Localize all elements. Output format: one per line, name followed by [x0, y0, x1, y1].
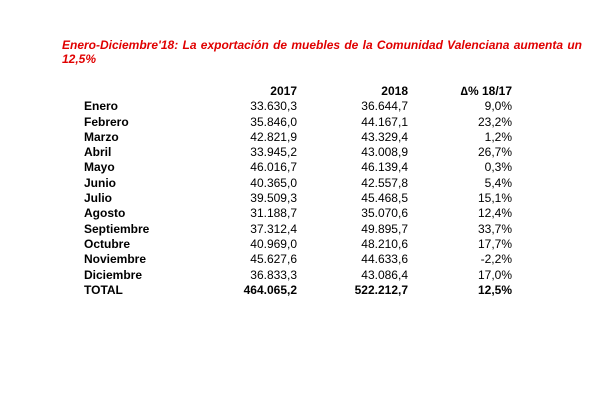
value-2018: 44.633,6 — [361, 252, 408, 267]
header-label — [84, 84, 209, 99]
header-2018: 2018 — [381, 84, 408, 98]
value-2018: 46.139,4 — [361, 160, 408, 175]
total-label: TOTAL — [84, 282, 123, 297]
month-label: Diciembre — [84, 267, 143, 282]
change-pct: 5,4% — [484, 175, 512, 190]
month-label: Enero — [84, 99, 119, 114]
table-row: Diciembre 36.833,3 43.086,4 17,0% — [84, 268, 512, 283]
change-pct: 15,1% — [477, 191, 512, 206]
month-label: Mayo — [84, 160, 115, 175]
table-row: Octubre 40.969,0 48.210,6 17,7% — [84, 237, 512, 252]
value-2017: 40.365,0 — [250, 175, 297, 190]
table-row: Enero 33.630,3 36.644,7 9,0% — [84, 99, 512, 114]
month-label: Abril — [84, 145, 112, 160]
month-label: Febrero — [84, 114, 129, 129]
month-label: Junio — [84, 175, 116, 190]
header-change: ∆% 18/17 — [460, 84, 512, 98]
change-pct: 17,0% — [477, 267, 512, 282]
table-row: Mayo 46.016,7 46.139,4 0,3% — [84, 160, 512, 175]
value-2017: 39.509,3 — [250, 191, 297, 206]
change-pct: 33,7% — [477, 221, 512, 236]
value-2017: 33.945,2 — [250, 145, 297, 160]
table-row: Junio 40.365,0 42.557,8 5,4% — [84, 176, 512, 191]
value-2018: 35.070,6 — [361, 206, 408, 221]
table-row: Septiembre 37.312,4 49.895,7 33,7% — [84, 222, 512, 237]
change-pct: 1,2% — [484, 129, 512, 144]
value-2017: 42.821,9 — [250, 129, 297, 144]
table-row: Marzo 42.821,9 43.329,4 1,2% — [84, 130, 512, 145]
export-table: 2017 2018 ∆% 18/17 Enero 33.630,3 36.644,7… — [84, 84, 512, 298]
month-label: Julio — [84, 191, 113, 206]
table-row: Abril 33.945,2 43.008,9 26,7% — [84, 145, 512, 160]
table-row: Julio 39.509,3 45.468,5 15,1% — [84, 191, 512, 206]
table-header-row: 2017 2018 ∆% 18/17 — [84, 84, 512, 99]
value-2018: 43.329,4 — [361, 129, 408, 144]
month-label: Noviembre — [84, 252, 147, 267]
value-2017: 37.312,4 — [250, 221, 297, 236]
value-2017: 40.969,0 — [250, 236, 297, 251]
header-2017: 2017 — [270, 84, 297, 98]
change-pct: 9,0% — [484, 99, 512, 114]
change-pct: 17,7% — [477, 236, 512, 251]
table-row: Agosto 31.188,7 35.070,6 12,4% — [84, 206, 512, 221]
month-label: Marzo — [84, 129, 119, 144]
value-2017: 31.188,7 — [250, 206, 297, 221]
change-pct: 0,3% — [484, 160, 512, 175]
total-2018: 522.212,7 — [354, 282, 408, 297]
value-2017: 33.630,3 — [250, 99, 297, 114]
table-total-row: TOTAL 464.065,2 522.212,7 12,5% — [84, 283, 512, 298]
table-row: Febrero 35.846,0 44.167,1 23,2% — [84, 115, 512, 130]
value-2018: 43.086,4 — [361, 267, 408, 282]
total-change: 12,5% — [477, 282, 512, 297]
value-2017: 45.627,6 — [250, 252, 297, 267]
value-2018: 48.210,6 — [361, 236, 408, 251]
change-pct: 12,4% — [477, 206, 512, 221]
value-2018: 43.008,9 — [361, 145, 408, 160]
value-2018: 36.644,7 — [361, 99, 408, 114]
change-pct: 26,7% — [477, 145, 512, 160]
value-2017: 46.016,7 — [250, 160, 297, 175]
month-label: Agosto — [84, 206, 126, 221]
document-title: Enero-Diciembre'18: La exportación de mu… — [62, 38, 582, 66]
value-2017: 36.833,3 — [250, 267, 297, 282]
month-label: Septiembre — [84, 221, 150, 236]
value-2018: 45.468,5 — [361, 191, 408, 206]
value-2018: 44.167,1 — [361, 114, 408, 129]
table-row: Noviembre 45.627,6 44.633,6 -2,2% — [84, 252, 512, 267]
total-2017: 464.065,2 — [243, 282, 297, 297]
value-2018: 42.557,8 — [361, 175, 408, 190]
month-label: Octubre — [84, 236, 131, 251]
change-pct: 23,2% — [477, 114, 512, 129]
change-pct: -2,2% — [480, 252, 512, 267]
value-2018: 49.895,7 — [361, 221, 408, 236]
value-2017: 35.846,0 — [250, 114, 297, 129]
